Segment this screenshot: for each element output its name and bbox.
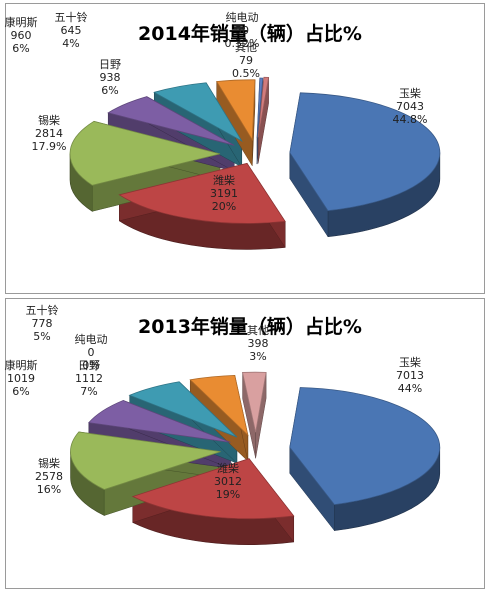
chart-2013-slice-7-top	[242, 371, 267, 433]
chart-2014-label-1-value: 3191	[210, 187, 238, 200]
chart-2013-label-3-name: 日野	[78, 359, 100, 372]
chart-2014-slice-7-top	[257, 76, 270, 138]
chart-2014-label-2-name: 锡柴	[38, 113, 60, 127]
chart-2014-label-3-name: 日野	[99, 58, 121, 71]
chart-2014-label-6: 纯电动 50 0.32%	[225, 11, 260, 50]
chart-2014-slices	[69, 76, 441, 224]
chart-2013-label-4-name: 康明斯	[5, 358, 38, 372]
chart-2013-label-3-percent: 7%	[80, 385, 97, 398]
pie-chart-2014: 2014年销量（辆）占比% 玉柴 7043 44.8% 潍柴 3191 20% 锡柴 2814 1…	[5, 10, 441, 250]
chart-2014-label-0-value: 7043	[396, 100, 424, 113]
chart-2013-label-5-name: 五十铃	[26, 303, 59, 317]
chart-2014-label-1: 潍柴 3191 20%	[210, 173, 238, 213]
chart-2013-label-5-value: 778	[32, 317, 53, 330]
chart-2014-title: 2014年销量（辆）占比%	[138, 22, 362, 45]
chart-2013-slice-4-top	[128, 381, 238, 438]
pie-chart-2013: 2013年销量（辆）占比% 玉柴 7013 44% 潍柴 3012 19% 锡柴 2578 16%…	[5, 303, 441, 545]
chart-2014-slice-1-top	[118, 162, 286, 224]
chart-2013-label-6-name: 纯电动	[75, 333, 108, 346]
chart-2013-label-5-percent: 5%	[33, 330, 50, 343]
chart-2013-label-0-value: 7013	[396, 369, 424, 382]
chart-2013-panel: 2013年销量（辆）占比% 玉柴 7013 44% 潍柴 3012 19% 锡柴 2578 16%…	[5, 298, 485, 589]
chart-2014-label-6-value: 50	[235, 24, 249, 37]
chart-2013-title: 2013年销量（辆）占比%	[138, 315, 362, 338]
chart-2013-label-3: 日野 1112 7%	[75, 359, 103, 398]
chart-2013-label-2-value: 2578	[35, 470, 63, 483]
chart-2013-label-2: 锡柴 2578 16%	[35, 456, 63, 496]
chart-2013-label-7-name: 其他	[247, 324, 269, 337]
chart-2013-label-6: 纯电动 0 0%	[75, 333, 108, 372]
chart-2013-label-2-percent: 16%	[37, 483, 61, 496]
chart-2013-label-6-value: 0	[88, 346, 95, 359]
chart-2014-slice-0-top	[289, 92, 441, 212]
chart-2013-slices	[70, 371, 441, 520]
chart-2014-label-3-percent: 6%	[101, 84, 118, 97]
chart-2013-slice-2-top	[70, 431, 221, 490]
chart-2014-label-5-value: 645	[61, 24, 82, 37]
chart-2013-label-0-percent: 44%	[398, 382, 422, 395]
chart-2014-slice-5-top	[215, 79, 256, 142]
chart-2014-label-2: 锡柴 2814 17.9%	[32, 113, 67, 153]
chart-2014-slice-3-top	[107, 96, 235, 146]
chart-2014-label-7-name: 其他	[235, 41, 257, 54]
chart-2014-label-0-name: 玉柴	[399, 86, 421, 100]
chart-2014-label-4-name: 康明斯	[5, 15, 38, 29]
chart-2014-label-1-name: 潍柴	[213, 173, 235, 187]
chart-2013-label-4-value: 1019	[7, 372, 35, 385]
chart-2013-label-4-percent: 6%	[12, 385, 29, 398]
chart-2014-label-5: 五十铃 645 4%	[55, 10, 88, 50]
chart-2013-label-3-value: 1112	[75, 372, 103, 385]
chart-2014-label-5-percent: 4%	[62, 37, 79, 50]
chart-2014-slice-6-top	[256, 77, 264, 139]
chart-2014-label-3-value: 938	[100, 71, 121, 84]
chart-2014-label-2-value: 2814	[35, 127, 63, 140]
chart-2014-slice-2-top	[69, 120, 221, 186]
chart-2014-slice-4-top	[153, 82, 243, 143]
chart-2014-label-0: 玉柴 7043 44.8%	[393, 86, 428, 126]
chart-2014-label-7-value: 79	[239, 54, 253, 67]
chart-2013-label-0: 玉柴 7013 44%	[396, 355, 424, 395]
chart-2013-label-1-value: 3012	[214, 475, 242, 488]
chart-2013-slice-5-top	[189, 374, 249, 437]
chart-2013-label-7-percent: 3%	[249, 350, 266, 363]
chart-2014-label-6-percent: 0.32%	[225, 37, 260, 50]
chart-2014-label-6-name: 纯电动	[226, 11, 259, 24]
chart-2013-label-2-name: 锡柴	[38, 456, 60, 470]
chart-2013-label-1: 潍柴 3012 19%	[214, 461, 242, 501]
chart-2013-label-1-percent: 19%	[216, 488, 240, 501]
chart-2013-label-4: 康明斯 1019 6%	[5, 358, 38, 398]
chart-2014-label-4: 康明斯 960 6%	[5, 15, 38, 55]
chart-2014-panel: 2014年销量（辆）占比% 玉柴 7043 44.8% 潍柴 3191 20% 锡柴 2814 1…	[5, 3, 485, 294]
chart-2014-label-1-percent: 20%	[212, 200, 236, 213]
chart-2013-slice-0-top	[289, 387, 441, 506]
chart-2014-label-5-name: 五十铃	[55, 10, 88, 24]
chart-2013-slice-1-top	[131, 458, 295, 520]
chart-2013-label-6-percent: 0%	[82, 359, 99, 372]
chart-2014-label-7-percent: 0.5%	[232, 67, 260, 80]
chart-2013-slice-3-top	[88, 400, 231, 443]
chart-2014-label-4-value: 960	[11, 29, 32, 42]
chart-2014-label-3: 日野 938 6%	[99, 58, 121, 97]
chart-2013-label-7: 其他 398 3%	[247, 324, 269, 363]
chart-2014-label-2-percent: 17.9%	[32, 140, 67, 153]
chart-2013-label-7-value: 398	[248, 337, 269, 350]
chart-2013-label-5: 五十铃 778 5%	[26, 303, 59, 343]
chart-2013-label-1-name: 潍柴	[217, 461, 239, 475]
chart-2014-label-4-percent: 6%	[12, 42, 29, 55]
chart-2013-label-0-name: 玉柴	[399, 355, 421, 369]
chart-2014-label-7: 其他 79 0.5%	[232, 41, 260, 80]
chart-2014-label-0-percent: 44.8%	[393, 113, 428, 126]
